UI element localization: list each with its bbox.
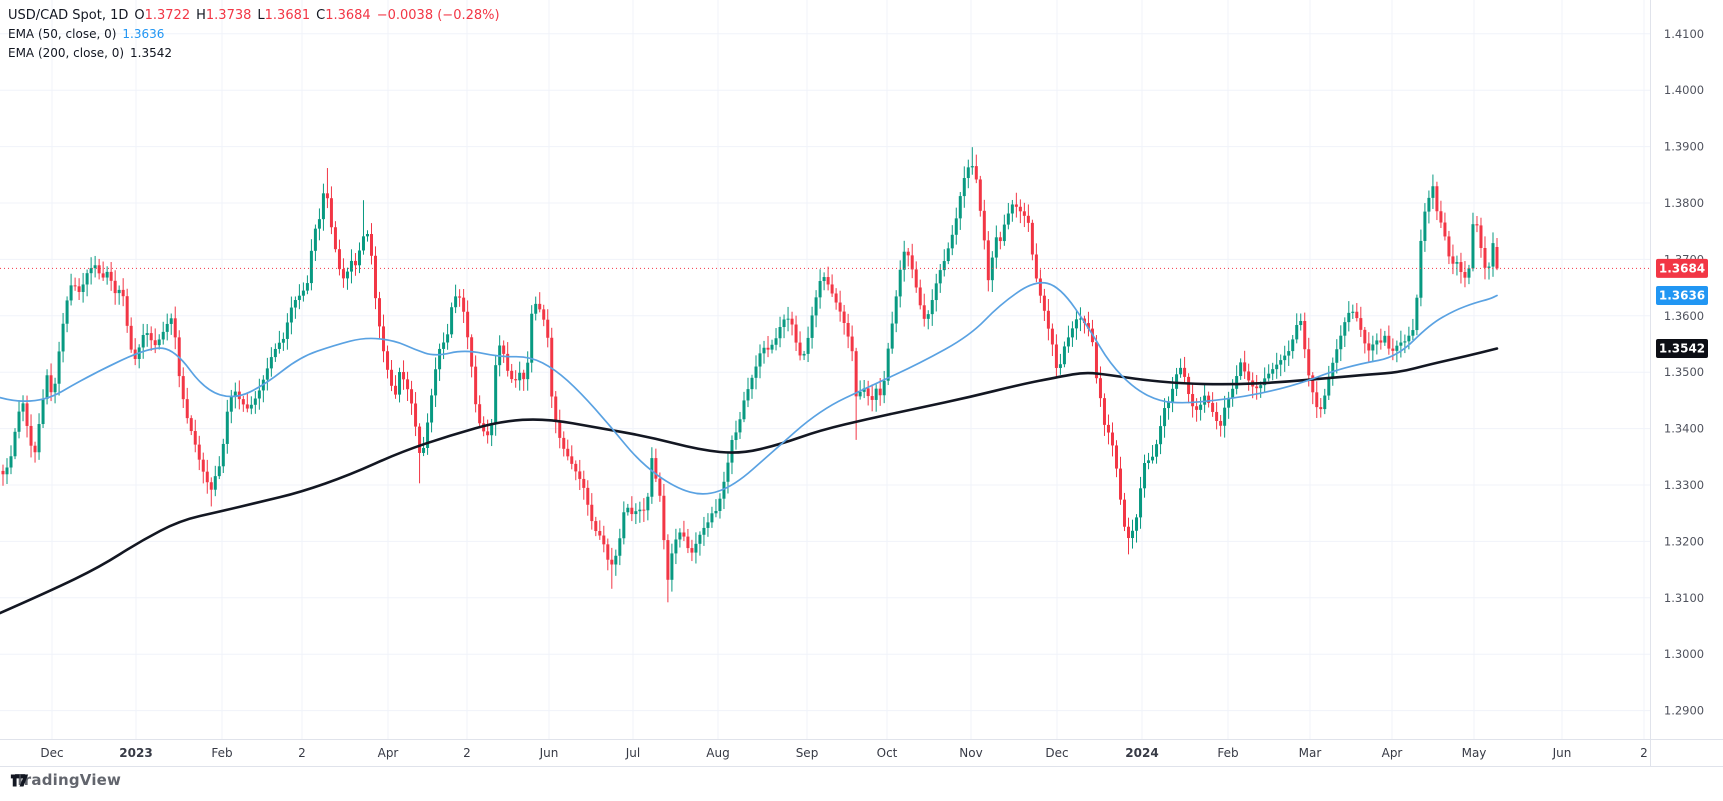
svg-text:2024: 2024: [1125, 746, 1158, 760]
svg-text:1.3636: 1.3636: [1659, 289, 1705, 303]
svg-text:Aug: Aug: [706, 746, 729, 760]
ema50-legend-row[interactable]: EMA (50, close, 0) 1.3636: [8, 24, 500, 43]
ema200-line[interactable]: [0, 347, 1499, 615]
svg-text:Dec: Dec: [40, 746, 63, 760]
svg-text:May: May: [1462, 746, 1487, 760]
close-label: C: [316, 8, 326, 23]
ema50-label: EMA (50, close, 0): [8, 27, 117, 41]
low-label: L: [257, 8, 265, 23]
svg-text:Mar: Mar: [1299, 746, 1322, 760]
symbol-title[interactable]: USD/CAD Spot, 1D: [8, 8, 129, 23]
svg-text:Jul: Jul: [625, 746, 640, 760]
close-value: 1.3684: [325, 8, 371, 23]
ema200-label: EMA (200, close, 0): [8, 46, 125, 60]
svg-text:Jun: Jun: [1552, 746, 1572, 760]
tradingview-logo[interactable]: TradingView: [10, 771, 121, 789]
svg-text:1.3684: 1.3684: [1659, 262, 1705, 276]
svg-text:1.3542: 1.3542: [1659, 342, 1705, 356]
symbol-legend-row[interactable]: USD/CAD Spot, 1D O1.3722 H1.3738 L1.3681 C1.…: [8, 5, 500, 24]
svg-text:Apr: Apr: [378, 746, 399, 760]
svg-text:Feb: Feb: [1217, 746, 1238, 760]
ema200-legend-row[interactable]: EMA (200, close, 0) 1.3542: [8, 43, 500, 62]
svg-text:1.4000: 1.4000: [1664, 83, 1704, 97]
svg-text:1.3600: 1.3600: [1664, 309, 1704, 323]
chart-legend: USD/CAD Spot, 1D O1.3722 H1.3738 L1.3681 C1.…: [8, 5, 500, 62]
svg-text:1.3900: 1.3900: [1664, 140, 1704, 154]
svg-text:1.2900: 1.2900: [1664, 704, 1704, 718]
svg-text:2023: 2023: [119, 746, 152, 760]
svg-text:Feb: Feb: [211, 746, 232, 760]
svg-text:Apr: Apr: [1382, 746, 1403, 760]
svg-text:Sep: Sep: [796, 746, 819, 760]
svg-text:2: 2: [298, 746, 306, 760]
low-value: 1.3681: [264, 8, 311, 23]
ema200-value: 1.3542: [130, 46, 173, 60]
svg-text:1.3000: 1.3000: [1664, 647, 1704, 661]
svg-text:1.3100: 1.3100: [1664, 591, 1704, 605]
svg-text:2: 2: [1640, 746, 1648, 760]
open-label: O: [134, 8, 145, 23]
price-axis[interactable]: 1.41001.40001.39001.38001.37001.36001.35…: [1664, 27, 1704, 718]
svg-text:1.3500: 1.3500: [1664, 365, 1704, 379]
open-value: 1.3722: [144, 8, 191, 23]
svg-text:1.3300: 1.3300: [1664, 478, 1704, 492]
svg-text:2: 2: [463, 746, 471, 760]
candles-layer[interactable]: [1, 147, 1499, 603]
high-value: 1.3738: [205, 8, 252, 23]
change-value: −0.0038 (−0.28%): [376, 8, 500, 23]
ema50-value: 1.3636: [122, 27, 165, 41]
svg-text:1.3400: 1.3400: [1664, 422, 1704, 436]
svg-text:Nov: Nov: [959, 746, 982, 760]
tradingview-logo-text: TradingView: [15, 771, 122, 789]
ema50-line[interactable]: [0, 281, 1498, 495]
high-label: H: [196, 8, 206, 23]
time-axis[interactable]: Dec 2023 Feb 2 Apr 2 Jun Jul Aug Sep Oct Nov Dec 2024…: [40, 746, 1647, 760]
svg-text:1.3200: 1.3200: [1664, 534, 1704, 548]
svg-text:Jun: Jun: [539, 746, 559, 760]
svg-text:Oct: Oct: [877, 746, 898, 760]
svg-text:1.4100: 1.4100: [1664, 27, 1704, 41]
price-badges: 1.3684 1.3636 1.3542: [1656, 258, 1708, 359]
svg-text:Dec: Dec: [1045, 746, 1068, 760]
svg-text:1.3800: 1.3800: [1664, 196, 1704, 210]
